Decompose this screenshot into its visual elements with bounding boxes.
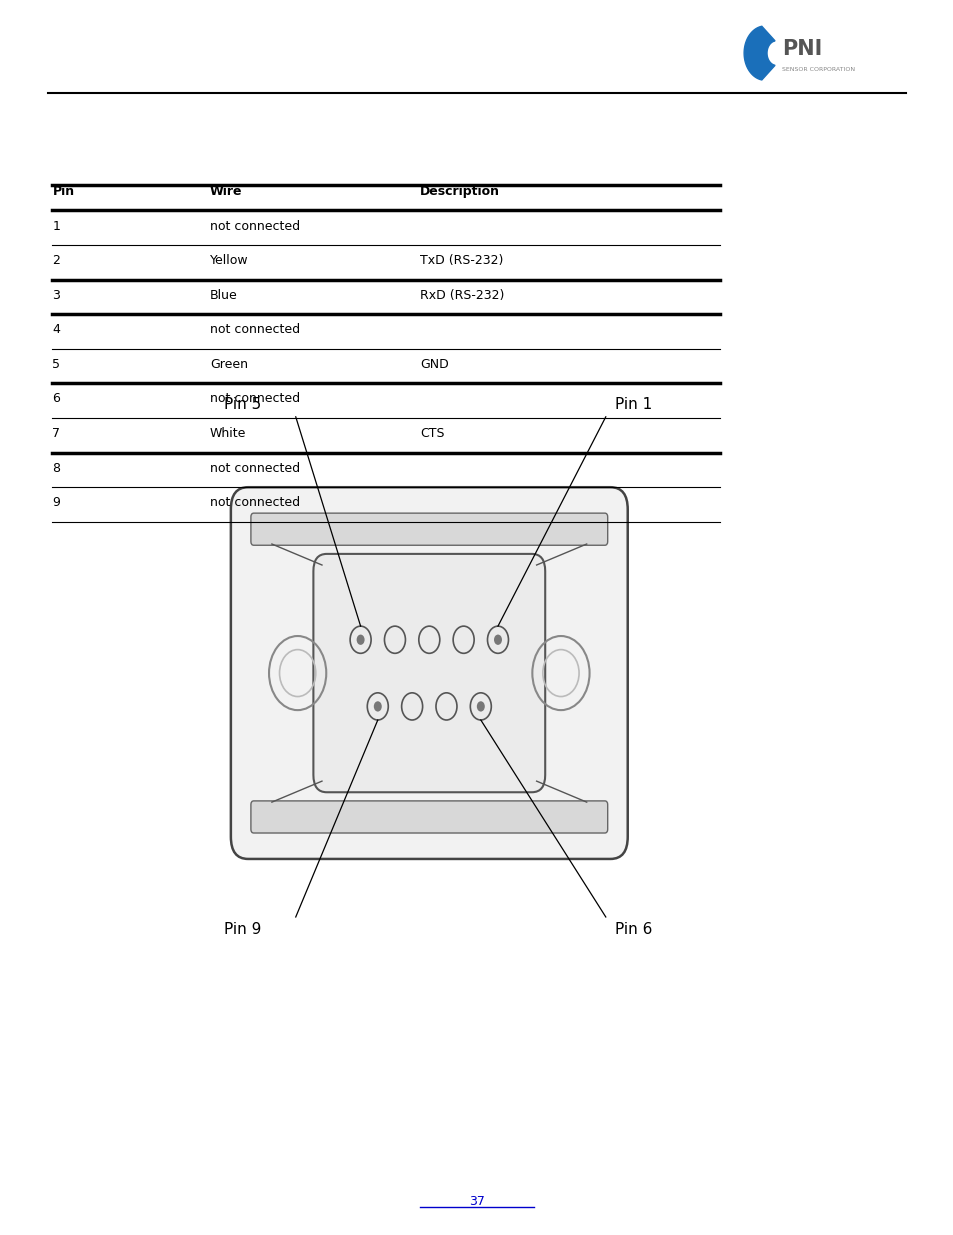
Text: 8: 8 — [52, 462, 60, 474]
Text: Green: Green — [210, 358, 248, 370]
Polygon shape — [743, 26, 774, 80]
Text: 5: 5 — [52, 358, 60, 370]
Text: Pin 1: Pin 1 — [615, 396, 652, 412]
Text: Yellow: Yellow — [210, 254, 248, 267]
FancyBboxPatch shape — [251, 802, 607, 832]
Text: Pin 6: Pin 6 — [615, 921, 652, 937]
Text: 1: 1 — [52, 220, 60, 232]
Text: 7: 7 — [52, 427, 60, 440]
Circle shape — [494, 635, 501, 645]
Text: PNI: PNI — [781, 40, 821, 59]
FancyBboxPatch shape — [313, 553, 544, 793]
Text: not connected: not connected — [210, 462, 299, 474]
Text: not connected: not connected — [210, 393, 299, 405]
Text: CTS: CTS — [419, 427, 444, 440]
Text: Pin: Pin — [52, 185, 74, 198]
Text: Pin 5: Pin 5 — [224, 396, 261, 412]
FancyBboxPatch shape — [231, 488, 627, 860]
Text: RxD (RS-232): RxD (RS-232) — [419, 289, 503, 301]
Text: White: White — [210, 427, 246, 440]
Text: TxD (RS-232): TxD (RS-232) — [419, 254, 502, 267]
Text: not connected: not connected — [210, 324, 299, 336]
Text: not connected: not connected — [210, 220, 299, 232]
Text: SENSOR CORPORATION: SENSOR CORPORATION — [781, 67, 855, 72]
Text: 3: 3 — [52, 289, 60, 301]
Text: Wire: Wire — [210, 185, 242, 198]
FancyBboxPatch shape — [251, 514, 607, 546]
Text: Blue: Blue — [210, 289, 237, 301]
Circle shape — [476, 701, 484, 711]
Circle shape — [356, 635, 364, 645]
Text: 9: 9 — [52, 496, 60, 509]
Circle shape — [374, 701, 381, 711]
Text: not connected: not connected — [210, 496, 299, 509]
Text: Description: Description — [419, 185, 499, 198]
Text: 2: 2 — [52, 254, 60, 267]
Text: 6: 6 — [52, 393, 60, 405]
Text: 4: 4 — [52, 324, 60, 336]
Text: 37: 37 — [469, 1195, 484, 1208]
Text: Pin 9: Pin 9 — [224, 921, 261, 937]
Text: GND: GND — [419, 358, 448, 370]
